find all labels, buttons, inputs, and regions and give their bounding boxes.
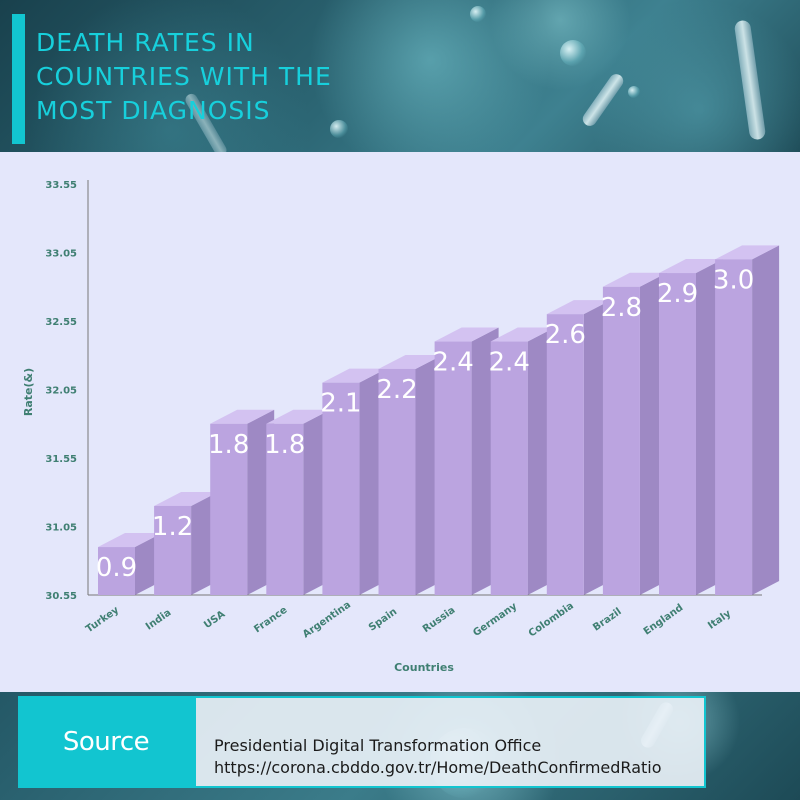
bar-top <box>715 245 780 260</box>
data-label: 1.8 <box>264 430 305 460</box>
y-tick-label: 31.55 <box>45 454 77 465</box>
bar <box>266 423 304 595</box>
data-label: 2.1 <box>320 389 361 419</box>
x-tick-label: India <box>144 607 173 632</box>
bar <box>490 341 528 595</box>
bar <box>715 259 753 595</box>
y-tick-label: 33.05 <box>45 249 77 260</box>
data-label: 1.8 <box>208 430 249 460</box>
bar <box>98 547 135 595</box>
x-axis-title: Countries <box>394 661 454 674</box>
source-box: Source <box>18 696 194 788</box>
x-tick-label: Russia <box>421 605 458 635</box>
x-tick-label: Brazil <box>591 606 624 633</box>
x-tick-label: Colombia <box>527 600 576 639</box>
decorative-bubble <box>628 86 640 98</box>
bar <box>546 314 584 595</box>
bar-top <box>210 409 275 424</box>
bar <box>322 382 360 595</box>
bar <box>659 273 696 595</box>
data-label: 2.4 <box>489 348 530 378</box>
bar-top <box>546 300 611 315</box>
decorative-bubble <box>560 40 586 66</box>
y-tick-label: 33.55 <box>45 180 77 191</box>
y-tick-label: 30.55 <box>45 591 77 602</box>
source-url[interactable]: https://corona.cbddo.gov.tr/Home/DeathCo… <box>214 758 662 777</box>
bar-top <box>434 327 499 342</box>
data-label: 2.6 <box>545 320 586 350</box>
decorative-bubble <box>330 120 348 138</box>
y-tick-label: 32.55 <box>45 317 77 328</box>
bar <box>602 286 640 595</box>
y-tick-label: 31.05 <box>45 523 77 534</box>
data-label: 3.0 <box>713 265 754 295</box>
bar-top <box>602 272 667 287</box>
header-banner: DEATH RATES IN COUNTRIES WITH THE MOST D… <box>0 0 800 152</box>
decorative-virus-stalk <box>580 71 626 129</box>
decorative-virus-stalk <box>733 19 767 141</box>
y-tick-label: 32.05 <box>45 386 77 397</box>
decorative-bubble <box>470 6 486 22</box>
bar-top <box>659 259 723 274</box>
x-tick-label: Argentina <box>301 599 353 640</box>
bar-top <box>322 368 387 383</box>
x-tick-label: France <box>252 605 289 636</box>
data-label: 2.9 <box>657 279 698 309</box>
chart-panel: 30.55 31.05 31.55 32.05 32.55 33.05 33.55 Rate(… <box>0 152 800 692</box>
bar <box>154 505 192 595</box>
bar-top <box>266 409 331 424</box>
header-accent-bar <box>12 14 25 144</box>
source-organization: Presidential Digital Transformation Offi… <box>214 736 542 755</box>
bar <box>210 423 248 595</box>
footer-banner: Source Presidential Digital Transformati… <box>0 692 800 800</box>
data-label: 2.2 <box>376 375 417 405</box>
bar-top <box>490 327 555 342</box>
data-label: 0.9 <box>96 553 137 583</box>
bar-top <box>98 533 162 548</box>
bar-side <box>752 245 780 595</box>
data-label: 2.8 <box>601 293 642 323</box>
chart-title: DEATH RATES IN COUNTRIES WITH THE MOST D… <box>36 28 332 125</box>
x-tick-label: Germany <box>471 601 519 639</box>
x-tick-label: Italy <box>706 608 733 632</box>
x-tick-label: England <box>642 602 686 637</box>
data-label: 1.2 <box>152 512 193 542</box>
bar-top <box>154 491 219 506</box>
x-tick-label: Turkey <box>84 604 121 635</box>
x-tick-label: USA <box>202 609 227 631</box>
bar <box>378 368 416 595</box>
bar-top <box>378 354 443 369</box>
bar-chart: 30.55 31.05 31.55 32.05 32.55 33.05 33.55 Rate(… <box>22 180 780 674</box>
source-info-box: Presidential Digital Transformation Offi… <box>194 696 706 788</box>
data-label: 2.4 <box>432 348 473 378</box>
x-tick-label: Spain <box>367 606 399 633</box>
y-axis-title: Rate(&) <box>22 368 35 416</box>
source-title: Source <box>62 727 150 757</box>
bar <box>434 341 472 595</box>
